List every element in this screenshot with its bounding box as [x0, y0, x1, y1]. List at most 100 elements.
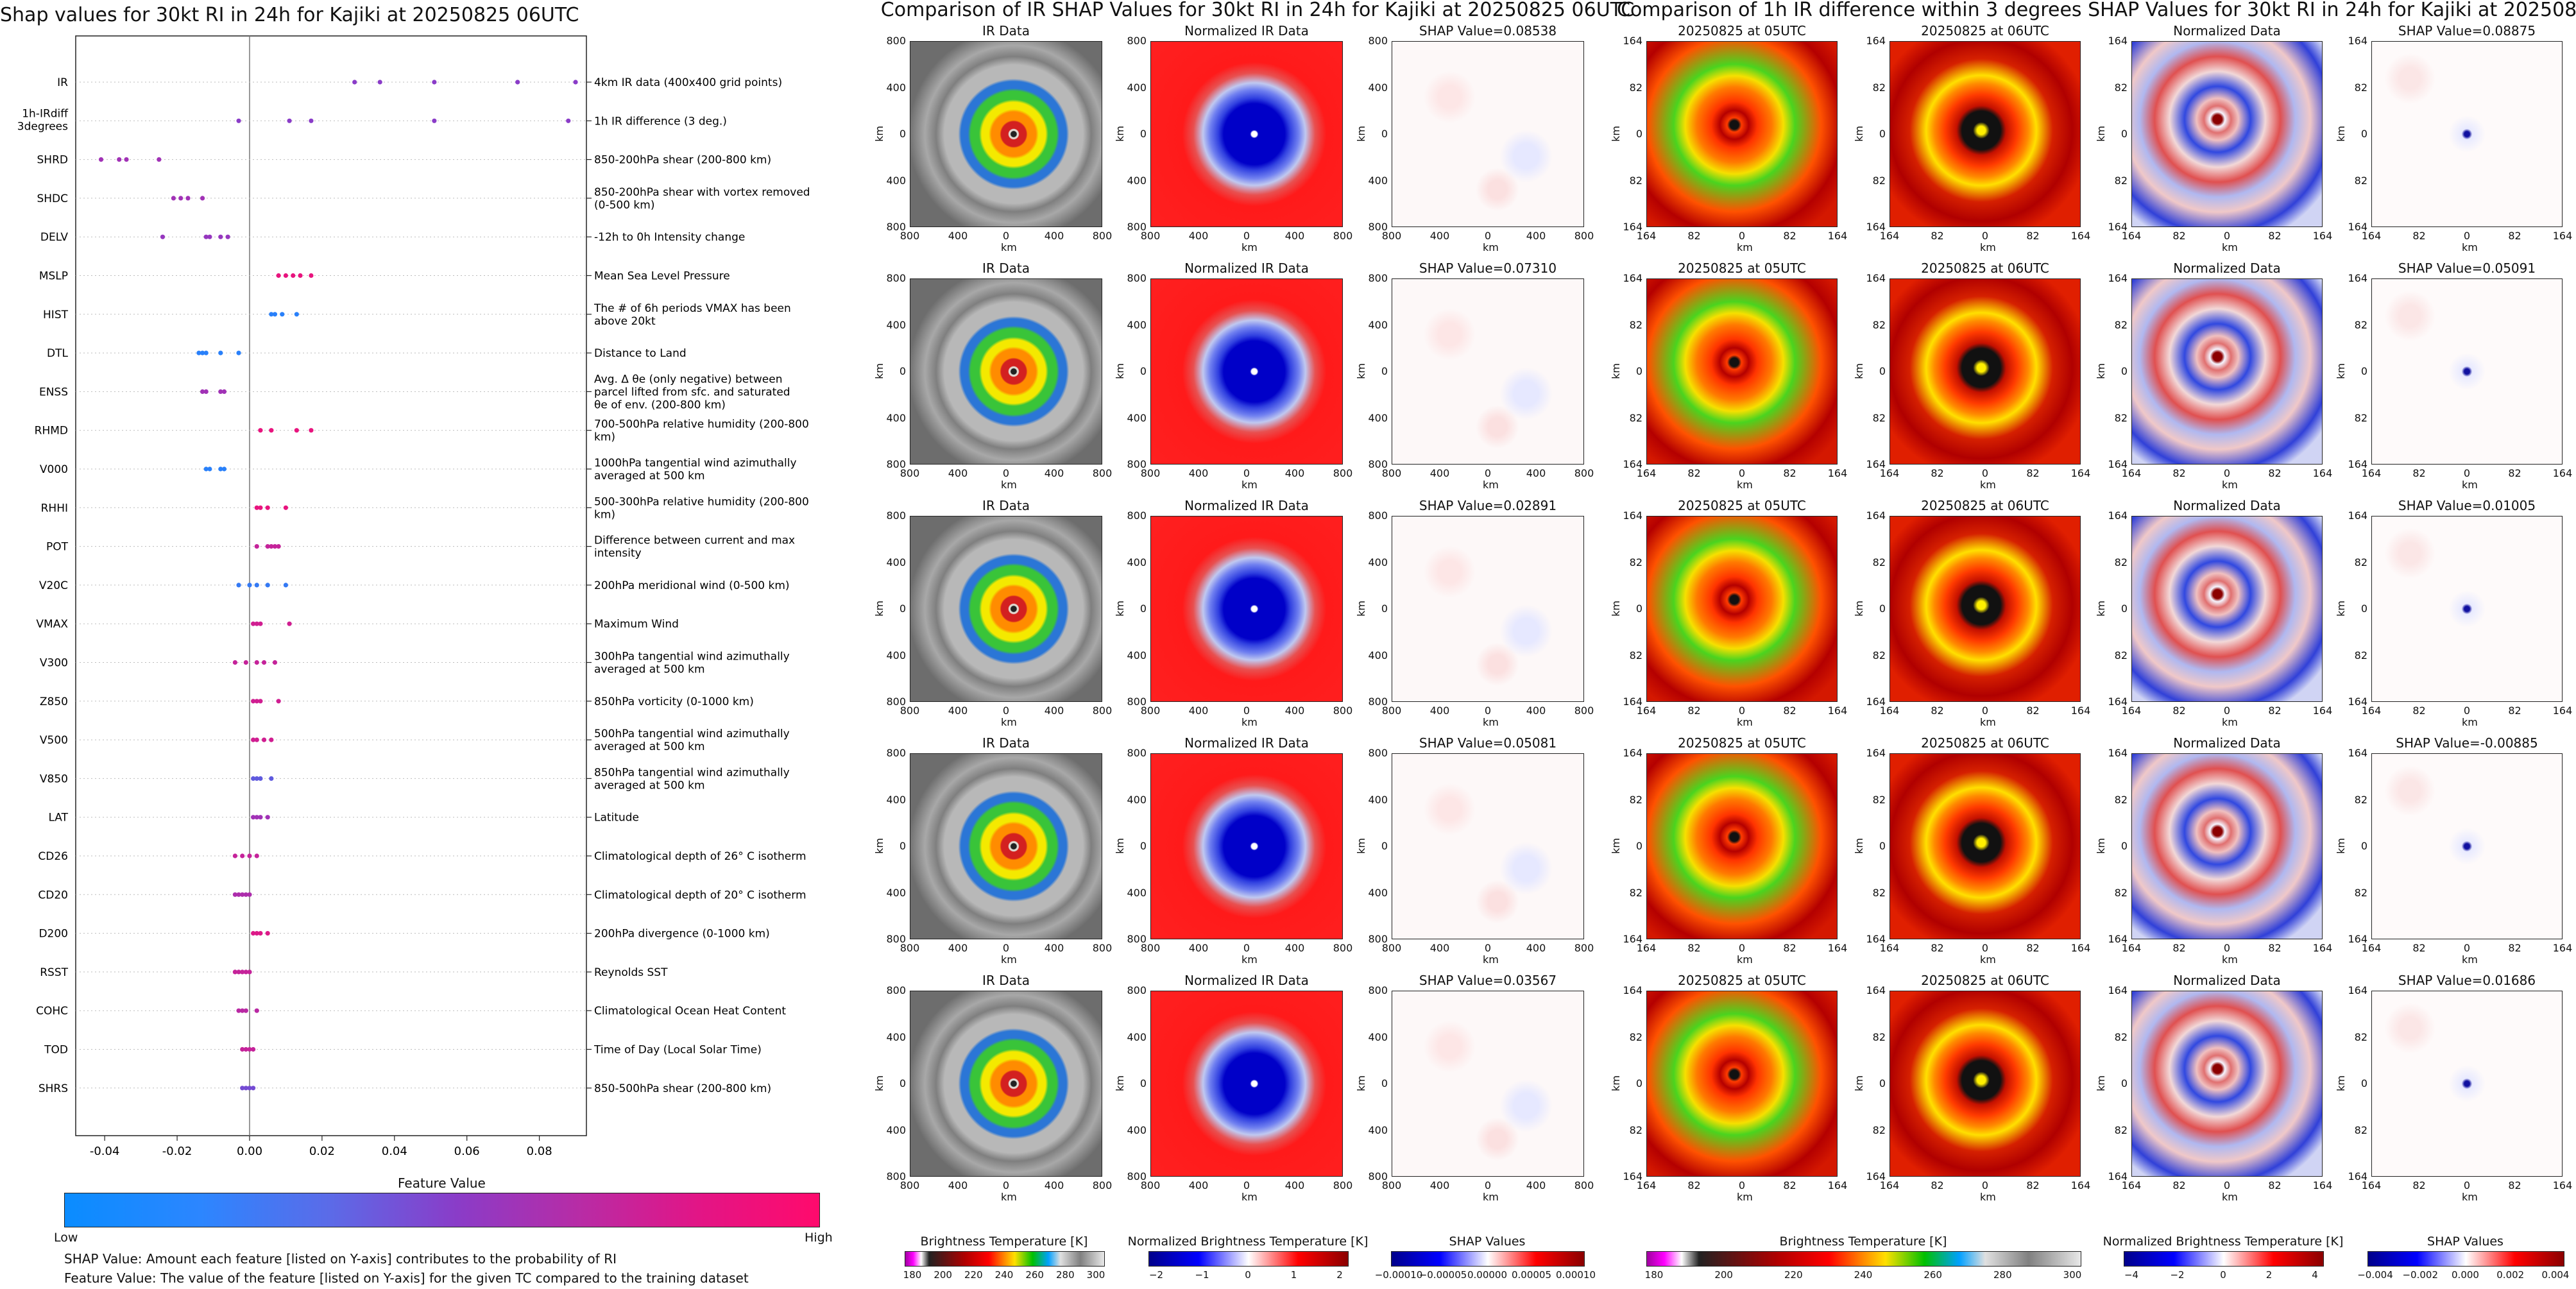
normalized-ir-colorbar [1148, 1251, 1349, 1267]
x-tick-label: 164 [2552, 467, 2573, 479]
x-tick-label: 0 [1243, 230, 1250, 242]
x-tick-label: 800 [1381, 467, 1402, 479]
shap-point [254, 776, 259, 781]
x-tick-label: 82 [2172, 1179, 2186, 1191]
x-tick-label: 800 [1333, 467, 1353, 479]
shap-point [218, 466, 223, 472]
x-tick-label: 0.04 [382, 1145, 407, 1155]
y-tick-label: 82 [1629, 174, 1642, 187]
ir-05utc-panel: 20250825 at 05UTC 164 164 82 82 0 0 82 82 164 164 k… [1610, 498, 1847, 728]
ir-shap-panel: SHAP Value=0.02891 800 800 400 400 0 0 400 400 80… [1355, 498, 1594, 728]
y-tick-label: 800 [886, 696, 906, 708]
colorbar-tick-label: 2 [1336, 1269, 1343, 1281]
ir-06utc-panel-image [1889, 516, 2081, 702]
ir-05utc-panel: 20250825 at 05UTC 164 164 82 82 0 0 82 82 164 164 k… [1610, 23, 1847, 253]
shap-point [185, 196, 191, 201]
x-tick-label: 164 [2121, 467, 2142, 479]
feature-description: 200hPa meridional wind (0-500 km) [594, 579, 790, 592]
y-tick-label: 400 [1368, 318, 1388, 331]
panel-title: 20250825 at 06UTC [1921, 23, 2049, 38]
feature-label: CD20 [38, 889, 68, 901]
x-tick-label: 800 [1092, 1179, 1113, 1191]
feature-description: Reynolds SST [594, 966, 668, 979]
diff-shap-panel-image [2371, 991, 2563, 1177]
shap-point [276, 699, 281, 704]
shap-point [432, 118, 437, 123]
feature-description: Mean Sea Level Pressure [594, 270, 730, 283]
x-tick-label: 82 [2412, 704, 2426, 717]
diff-bt-colorbar [1646, 1251, 2081, 1267]
x-tick-label: 0 [2463, 230, 2471, 242]
y-tick-label: 82 [2354, 318, 2367, 331]
ir-shap-panel: SHAP Value=0.05081 800 800 400 400 0 0 400 400 80… [1355, 735, 1594, 966]
x-tick-label: 0 [1002, 467, 1010, 479]
panel-title: Normalized Data [2173, 735, 2281, 751]
y-tick-label: 800 [1127, 696, 1147, 708]
ir-colorbar [905, 1251, 1105, 1267]
panel-title: IR Data [982, 973, 1030, 988]
x-axis-label: km [1241, 479, 1258, 491]
normalized-ir-panel: Normalized IR Data 800 800 400 400 0 0 400 400 80… [1114, 23, 1352, 253]
y-tick-label: 164 [1623, 272, 1642, 284]
y-tick-label: 82 [2114, 649, 2128, 662]
x-tick-label: 82 [2412, 1179, 2426, 1191]
x-tick-label: 82 [2508, 942, 2521, 954]
y-axis-label: km [1609, 363, 1622, 379]
feature-description: 700-500hPa relative humidity (200-800 [594, 418, 809, 431]
y-tick-label: 82 [2354, 649, 2367, 662]
x-tick-label: 400 [1429, 942, 1450, 954]
y-tick-label: 0 [2120, 365, 2128, 377]
shap-point [221, 389, 227, 395]
x-axis-label: km [1737, 953, 1753, 966]
x-tick-label: 400 [1044, 1179, 1064, 1191]
y-axis-label: km [1609, 126, 1622, 142]
y-tick-label: 0 [1879, 1077, 1886, 1089]
feature-label: TOD [44, 1044, 68, 1057]
x-tick-label: 400 [1429, 230, 1450, 242]
y-tick-label: 164 [1866, 933, 1886, 945]
x-tick-label: 164 [2552, 942, 2573, 954]
x-tick-label: 0 [1981, 230, 1989, 242]
shap-point [243, 1086, 248, 1091]
shap-point [283, 505, 289, 510]
y-tick-label: 82 [1872, 649, 1886, 662]
x-tick-label: 82 [1931, 230, 1944, 242]
y-tick-label: 400 [1127, 649, 1147, 662]
y-tick-label: 82 [2354, 411, 2367, 424]
y-tick-label: 82 [2354, 886, 2367, 899]
y-tick-label: 0 [2360, 1077, 2367, 1089]
x-tick-label: 164 [2312, 1179, 2333, 1191]
y-axis-label: km [1852, 363, 1865, 379]
shap-point [352, 80, 357, 85]
shap-point [265, 583, 270, 588]
y-axis-label: km [2334, 1075, 2347, 1091]
y-axis-label: km [873, 838, 885, 854]
y-axis-label: km [1113, 601, 1126, 617]
normalized-ir-panel-image [1150, 516, 1343, 702]
x-axis-label: km [1241, 716, 1258, 728]
y-tick-label: 82 [2114, 793, 2128, 806]
y-tick-label: 400 [1127, 411, 1147, 424]
x-tick-label: 400 [1188, 704, 1209, 717]
ir-06utc-panel: 20250825 at 06UTC 164 164 82 82 0 0 82 82 164 164 k… [1853, 498, 2090, 728]
y-tick-label: 0 [1381, 1077, 1388, 1089]
colorbar-tick-label: 4 [2312, 1269, 2318, 1281]
x-tick-label: 0.00 [237, 1145, 262, 1155]
panel-title: 20250825 at 05UTC [1678, 498, 1806, 513]
x-tick-label: 82 [1687, 1179, 1701, 1191]
x-tick-label: 800 [1381, 230, 1402, 242]
y-tick-label: 82 [2114, 1030, 2128, 1043]
y-tick-label: 82 [2114, 174, 2128, 187]
y-tick-label: 82 [1872, 793, 1886, 806]
x-tick-label: 82 [1687, 704, 1701, 717]
colorbar-tick-label: 2 [2265, 1269, 2273, 1281]
ir-06utc-panel-image [1889, 753, 2081, 939]
y-axis-label: km [1354, 1075, 1367, 1091]
x-tick-label: 164 [1636, 1179, 1657, 1191]
x-tick-label: 0 [1981, 704, 1989, 717]
y-tick-label: 400 [1368, 174, 1388, 187]
normalized-diff-panel: Normalized Data 164 164 82 82 0 0 82 82 164 164 km k… [2095, 260, 2332, 491]
x-tick-label: 800 [1333, 704, 1353, 717]
x-tick-label: 82 [2268, 467, 2282, 479]
normalized-diff-panel: Normalized Data 164 164 82 82 0 0 82 82 164 164 km k… [2095, 498, 2332, 728]
